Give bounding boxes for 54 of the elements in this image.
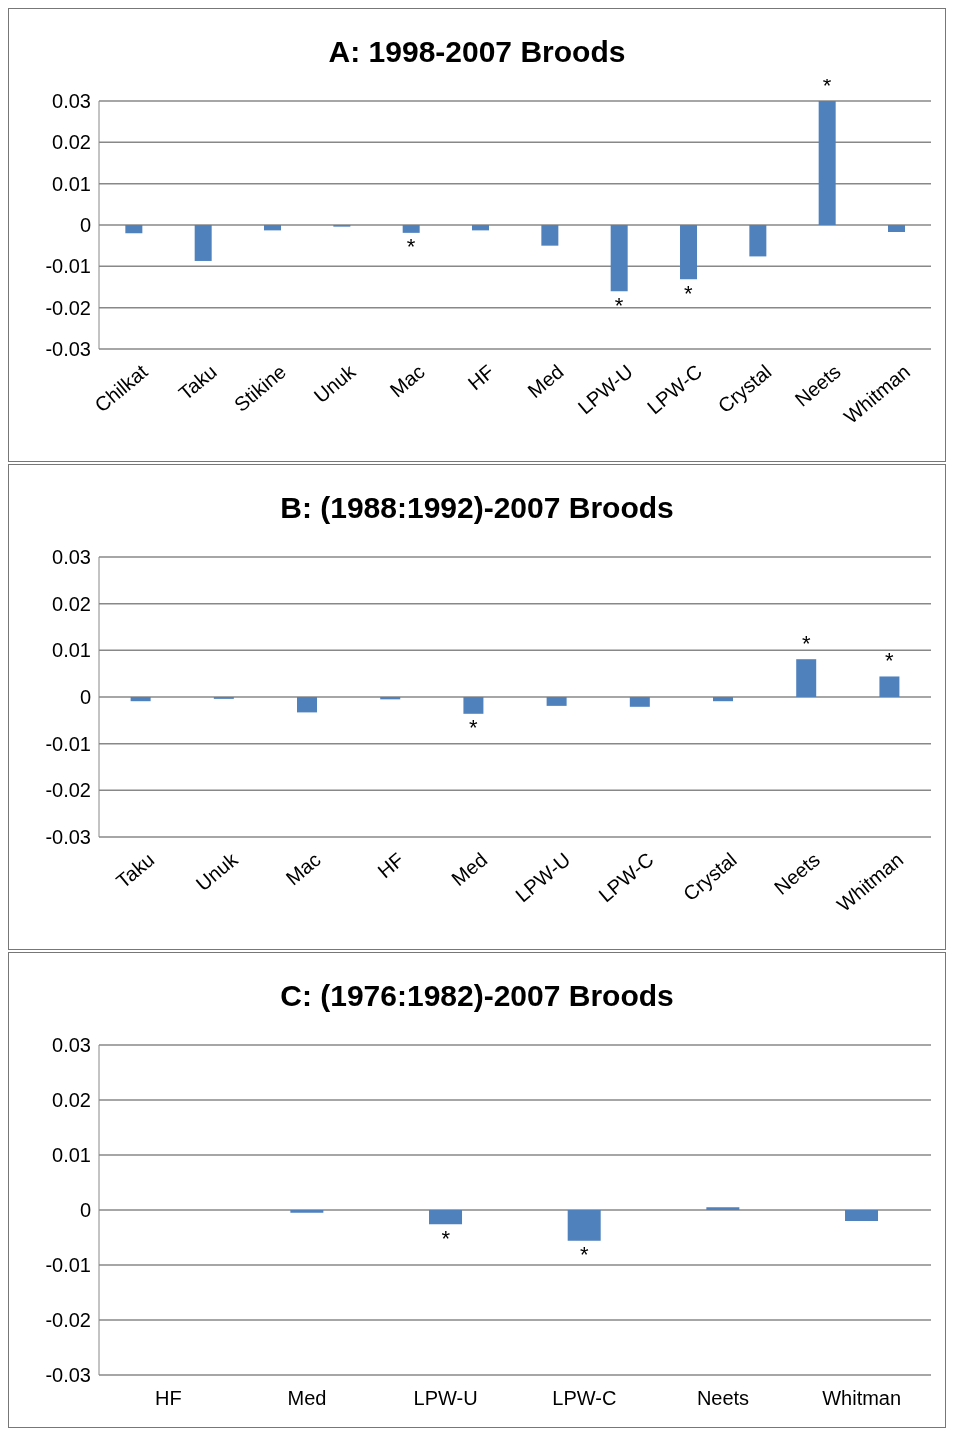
annotation: *	[801, 631, 811, 657]
annotation: *	[441, 1225, 451, 1251]
bar	[713, 697, 734, 702]
bar	[546, 697, 567, 706]
y-tick-label: 0.02	[52, 592, 91, 615]
bar	[297, 697, 318, 713]
annotation: *	[469, 715, 479, 741]
y-tick-label: 0	[79, 686, 91, 709]
y-tick-label: 0.03	[52, 1034, 91, 1057]
chart-title: B: (1988:1992)-2007 Broods	[279, 490, 675, 526]
chart-title: C: (1976:1982)-2007 Broods	[279, 978, 675, 1014]
x-tick-label: Mac	[281, 848, 325, 890]
y-tick-label: -0.01	[45, 255, 91, 278]
bar	[463, 697, 484, 714]
y-tick-label: -0.03	[45, 1364, 91, 1387]
bar	[796, 659, 817, 697]
x-tick-label: LPW-C	[552, 1387, 617, 1410]
y-tick-label: 0.02	[52, 1089, 91, 1112]
y-tick-label: -0.02	[45, 296, 91, 319]
x-tick-label: HF	[373, 848, 409, 883]
y-tick-label: 0	[79, 1199, 91, 1222]
x-tick-label: Taku	[111, 848, 159, 893]
y-tick-label: -0.01	[45, 732, 91, 755]
chart-title: A: 1998-2007 Broods	[328, 35, 626, 68]
bar	[879, 676, 900, 697]
x-tick-label: Whitman	[822, 1387, 902, 1410]
y-tick-label: -0.02	[45, 1309, 91, 1332]
annotation: *	[580, 1242, 590, 1268]
y-tick-label: 0.01	[52, 639, 91, 662]
annotation: *	[885, 648, 895, 674]
annotation: *	[684, 280, 694, 306]
annotation: *	[614, 292, 624, 318]
x-tick-label: Med	[287, 1387, 327, 1410]
x-tick-label: Neets	[696, 1387, 750, 1410]
x-tick-label: Taku	[174, 360, 221, 405]
bar	[629, 697, 650, 707]
annotation: *	[406, 234, 416, 260]
x-tick-label: HF	[463, 360, 499, 395]
y-tick-label: 0.01	[52, 172, 91, 195]
y-tick-label: -0.01	[45, 1254, 91, 1277]
x-tick-label: LPW-U	[413, 1387, 478, 1410]
y-tick-label: 0	[79, 214, 91, 237]
x-tick-label: HF	[155, 1387, 182, 1410]
y-tick-label: 0.02	[52, 131, 91, 154]
x-tick-label: Med	[447, 848, 492, 891]
y-tick-label: -0.02	[45, 779, 91, 802]
bar	[130, 697, 151, 702]
x-tick-label: Med	[523, 360, 568, 403]
x-tick-label: Mac	[385, 360, 429, 402]
y-tick-label: 0.03	[52, 90, 91, 113]
y-tick-label: 0.03	[52, 546, 91, 569]
y-tick-label: 0.01	[52, 1144, 91, 1167]
y-tick-label: -0.03	[45, 338, 91, 361]
y-tick-label: -0.03	[45, 826, 91, 849]
